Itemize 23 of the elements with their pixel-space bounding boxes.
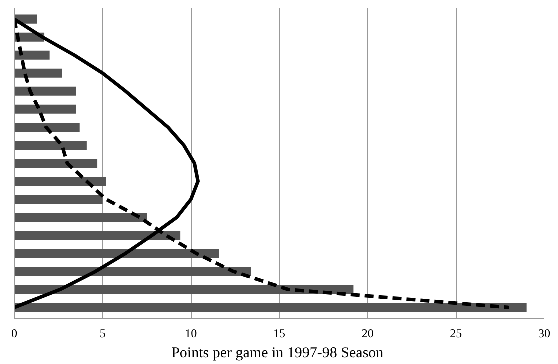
x-tick-label: 30 — [538, 326, 550, 340]
bar — [14, 267, 252, 276]
x-tick-label: 25 — [450, 326, 462, 340]
bar — [14, 231, 181, 240]
bar — [14, 122, 80, 132]
bar — [14, 195, 103, 204]
bar — [14, 177, 106, 186]
x-tick-label: 20 — [362, 326, 374, 340]
x-tick-label: 5 — [100, 326, 106, 340]
bar — [14, 140, 87, 150]
bar — [14, 104, 76, 114]
bar — [14, 86, 76, 96]
bar — [14, 213, 147, 222]
x-tick-label: 15 — [274, 326, 286, 340]
x-tick-label: 0 — [12, 326, 18, 340]
x-axis-title: Points per game in 1997-98 Season — [172, 346, 384, 362]
x-tick-label: 10 — [185, 326, 198, 340]
bar — [14, 158, 98, 168]
bar — [14, 249, 220, 258]
bar — [14, 285, 354, 294]
bar — [14, 68, 62, 78]
bar — [14, 303, 527, 312]
bar — [14, 50, 50, 60]
